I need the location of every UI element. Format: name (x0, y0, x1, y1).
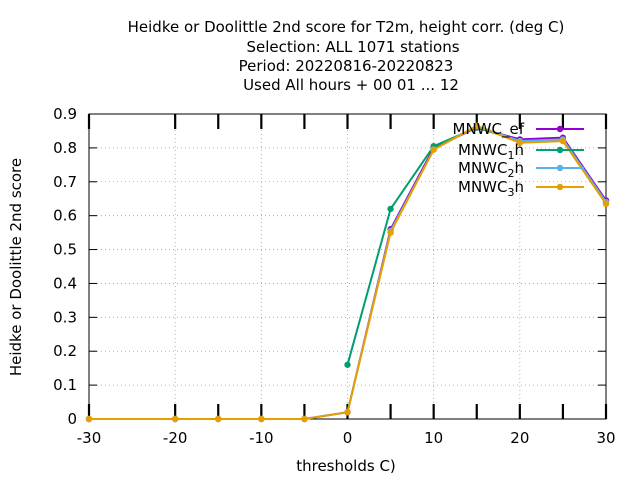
y-axis-label: Heidke or Doolittle 2nd score (7, 158, 25, 376)
series-mnwc-ef (85, 124, 610, 423)
y-tick-label: 0.7 (53, 173, 77, 191)
title-line-3: Period: 20220816-20220823 (239, 57, 454, 75)
title-line-4: Used All hours + 00 01 ... 12 (243, 76, 459, 94)
data-point (387, 229, 394, 236)
legend-swatch-marker (556, 183, 564, 191)
title-line-1: Heidke or Doolittle 2nd score for T2m, h… (128, 18, 565, 36)
y-tick-label: 0.4 (53, 274, 77, 292)
legend-label: MNWC3h (458, 178, 524, 199)
x-tick-label: 0 (343, 429, 353, 447)
legend-swatch-marker (556, 164, 564, 172)
data-point (258, 415, 265, 423)
data-point (387, 205, 394, 213)
series-line (89, 124, 607, 420)
data-point (473, 122, 480, 130)
y-tick-label: 0.3 (53, 308, 77, 326)
series-line (89, 124, 607, 420)
grid (89, 114, 606, 419)
y-tick-label: 0.2 (53, 342, 77, 360)
x-tick-label: 30 (596, 429, 615, 447)
x-tick-label: -10 (249, 429, 274, 447)
legend-entry: MNWC2h (458, 159, 584, 180)
y-tick-label: 0.9 (53, 105, 77, 123)
x-tick-label: -20 (163, 429, 188, 447)
y-tick-label: 0.8 (53, 139, 77, 157)
data-point (559, 137, 567, 145)
data-point (344, 409, 351, 416)
x-tick-label: 20 (510, 429, 529, 447)
y-tick-labels: 0 0.1 0.2 0.3 0.4 0.5 0.6 0.7 0.8 0.9 (53, 105, 77, 428)
data-point (602, 200, 610, 208)
y-tick-label: 0.6 (53, 207, 77, 225)
legend-label: MNWC2h (458, 159, 524, 180)
x-tick-label: -30 (77, 429, 102, 447)
legend-entry: MNWC1h (458, 141, 584, 162)
series-layer (85, 122, 610, 423)
x-tick-labels: -30 -20 -10 0 10 20 30 (77, 429, 616, 447)
legend-label: MNWC_ef (453, 120, 525, 139)
y-tick-label: 0.5 (53, 241, 77, 259)
data-point (344, 361, 351, 368)
legend-swatch-marker (556, 146, 564, 154)
legend-entry: MNWC3h (458, 178, 584, 199)
y-tick-label: 0.1 (53, 376, 77, 394)
data-point (171, 415, 179, 423)
legend-entry: MNWC_ef (453, 120, 584, 139)
legend-swatch-marker (556, 125, 564, 133)
axes (87, 113, 608, 420)
data-point (215, 415, 222, 423)
data-point (301, 415, 308, 423)
series-mnwc3h (85, 122, 610, 423)
y-tick-label: 0 (67, 410, 77, 428)
legend-label: MNWC1h (458, 141, 524, 162)
title-line-2: Selection: ALL 1071 stations (246, 38, 459, 56)
x-tick-label: 10 (424, 429, 443, 447)
data-point (430, 146, 437, 153)
x-axis-label: thresholds C) (296, 457, 396, 475)
chart-title: Heidke or Doolittle 2nd score for T2m, h… (128, 18, 565, 94)
series-mnwc2h (85, 122, 610, 423)
series-line (89, 126, 607, 420)
data-point (85, 415, 93, 423)
data-point (516, 139, 524, 147)
